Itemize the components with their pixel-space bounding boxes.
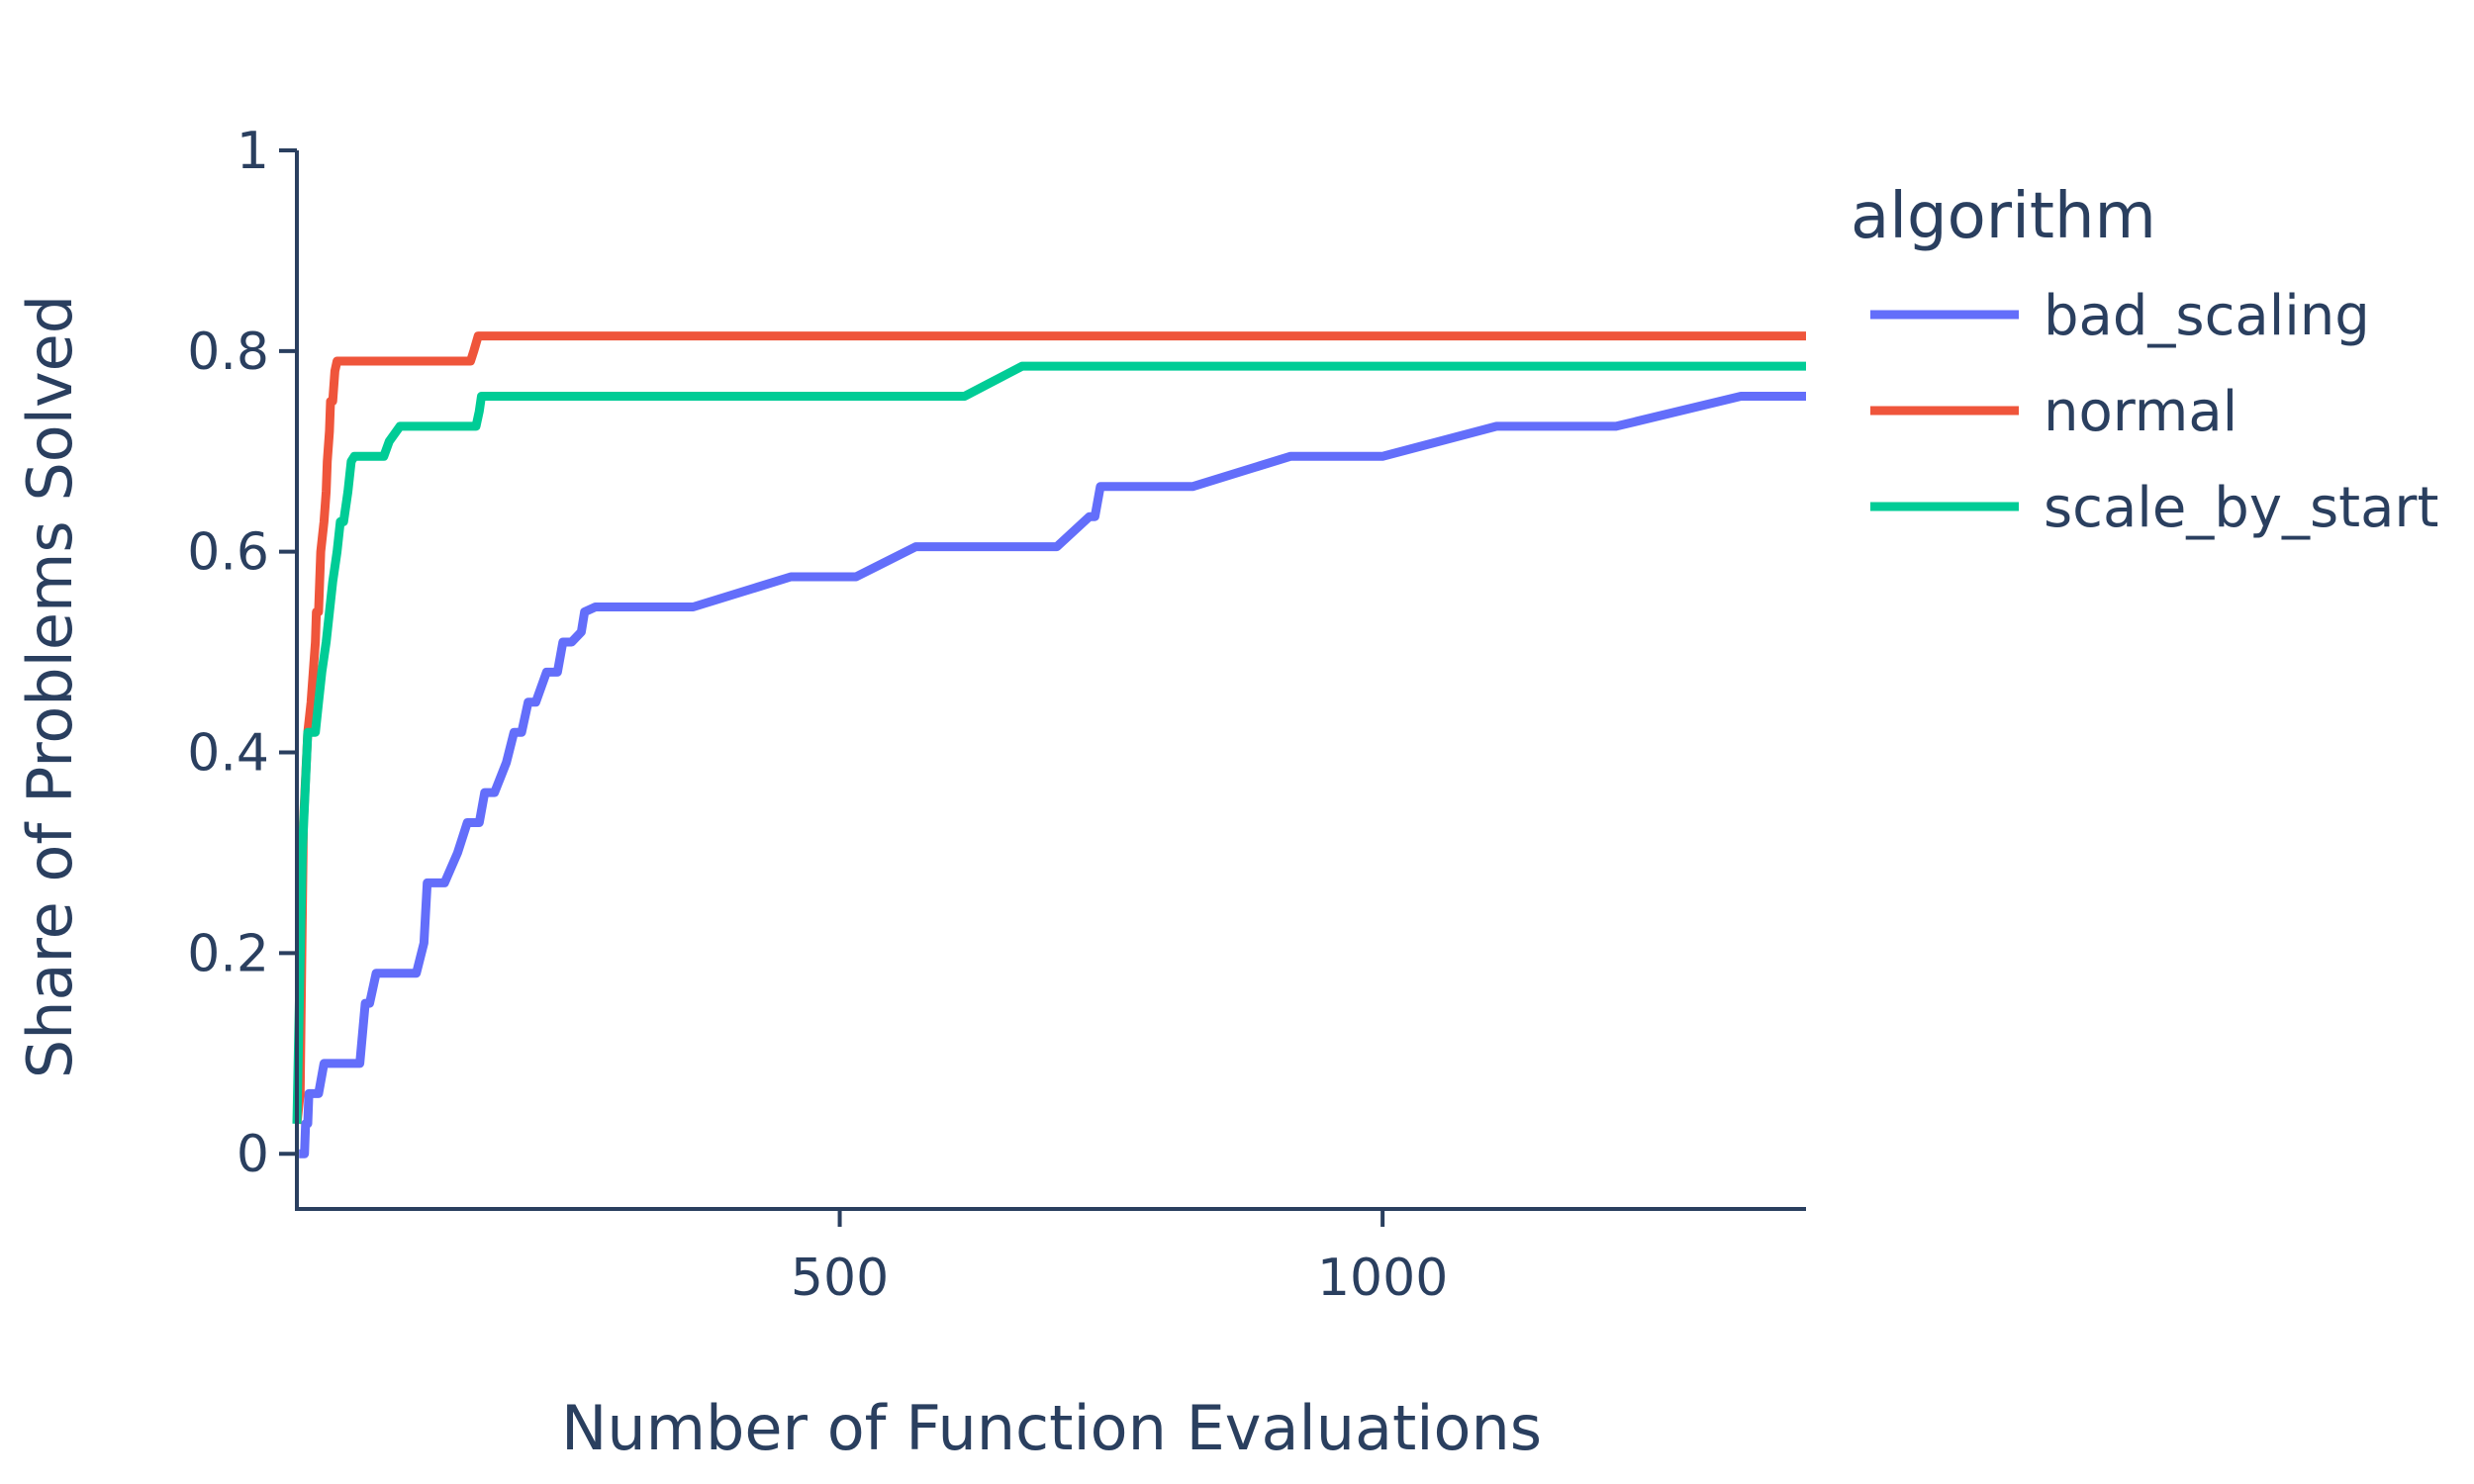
y-axis-ticks: 0 0.2 0.4 0.6 0.8 1 — [187, 122, 297, 1184]
series-line-bad-scaling — [299, 392, 1806, 1159]
x-axis-title: Number of Function Evaluations — [561, 1392, 1542, 1464]
series-line-scale-by-start — [292, 361, 1806, 1124]
axis-lines — [295, 150, 1806, 1211]
y-tick-label: 0.6 — [187, 523, 269, 583]
x-tick-label: 1000 — [1317, 1249, 1448, 1308]
x-tick-label: 500 — [791, 1249, 889, 1308]
legend-label: normal — [2044, 380, 2237, 444]
series-line-normal — [292, 331, 1806, 1125]
y-axis-title: Share of Problems Solved — [14, 295, 86, 1078]
legend-label: bad_scaling — [2044, 284, 2370, 348]
legend-item-bad-scaling[interactable]: bad_scaling — [1870, 284, 2370, 348]
legend-title: algorithm — [1851, 180, 2156, 253]
x-axis-ticks: 500 1000 — [791, 1209, 1448, 1308]
legend-item-scale-by-start[interactable]: scale_by_start — [1870, 476, 2438, 540]
y-tick-label: 1 — [237, 122, 269, 181]
legend-label: scale_by_start — [2044, 476, 2438, 540]
y-tick-label: 0.2 — [187, 924, 269, 983]
series-layer — [292, 331, 1806, 1159]
axes-layer — [295, 150, 1806, 1211]
y-tick-label: 0 — [237, 1125, 269, 1184]
y-tick-label: 0.8 — [187, 323, 269, 382]
y-tick-label: 0.4 — [187, 724, 269, 784]
legend-item-normal[interactable]: normal — [1870, 380, 2237, 444]
